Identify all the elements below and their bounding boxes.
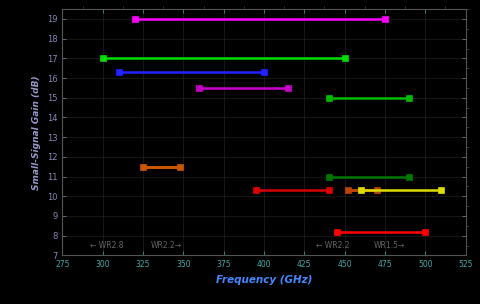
Text: ← WR2.2: ← WR2.2 (316, 241, 349, 250)
Text: WR2.2→: WR2.2→ (151, 241, 182, 250)
Text: WR1.5→: WR1.5→ (373, 241, 405, 250)
Y-axis label: Small-Signal Gain (dB): Small-Signal Gain (dB) (32, 75, 41, 190)
X-axis label: Frequency (GHz): Frequency (GHz) (216, 275, 312, 285)
Text: ← WR2.8: ← WR2.8 (90, 241, 123, 250)
